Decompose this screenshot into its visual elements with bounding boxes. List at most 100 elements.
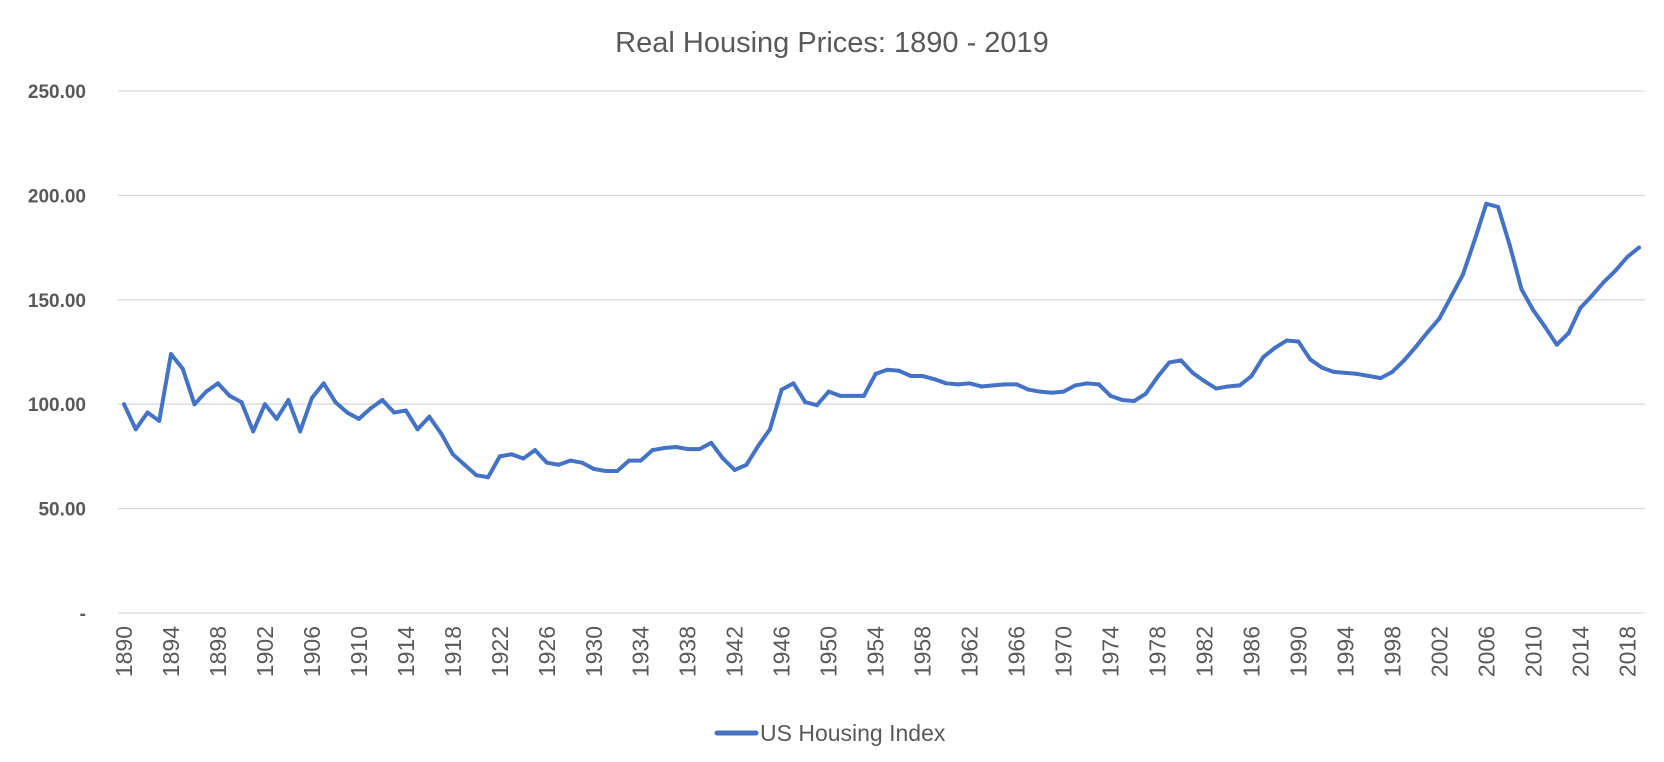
x-tick-label: 1922 xyxy=(487,626,513,677)
x-tick-label: 1950 xyxy=(816,626,842,677)
data-point xyxy=(168,352,173,357)
data-point xyxy=(850,393,855,398)
data-point xyxy=(1073,383,1078,388)
data-point xyxy=(192,402,197,407)
data-point xyxy=(1437,316,1442,321)
data-point xyxy=(685,447,690,452)
data-point xyxy=(1026,387,1031,392)
data-point xyxy=(885,367,890,372)
data-point xyxy=(568,458,573,463)
data-point xyxy=(251,429,256,434)
data-point xyxy=(1167,360,1172,365)
data-point xyxy=(697,447,702,452)
data-point xyxy=(838,393,843,398)
x-tick-label: 1946 xyxy=(769,626,795,677)
data-point xyxy=(779,387,784,392)
data-point xyxy=(1143,391,1148,396)
data-point xyxy=(486,475,491,480)
data-point xyxy=(274,416,279,421)
x-tick-label: 1958 xyxy=(910,626,936,677)
data-point xyxy=(1331,369,1336,374)
x-tick-label: 1906 xyxy=(299,626,325,677)
data-point xyxy=(298,429,303,434)
y-tick-label: 150.00 xyxy=(28,291,86,312)
x-tick-label: 1902 xyxy=(252,626,278,677)
data-point xyxy=(1601,280,1606,285)
data-point xyxy=(145,410,150,415)
data-point xyxy=(227,393,232,398)
x-tick-label: 1994 xyxy=(1332,626,1358,677)
data-point xyxy=(544,460,549,465)
data-point xyxy=(1214,386,1219,391)
x-tick-label: 1974 xyxy=(1098,626,1124,677)
x-tick-label: 1938 xyxy=(675,626,701,677)
data-point xyxy=(767,427,772,432)
data-point xyxy=(1096,382,1101,387)
data-point xyxy=(826,389,831,394)
x-tick-label: 1986 xyxy=(1238,626,1264,677)
data-point xyxy=(908,374,913,379)
x-tick-label: 1890 xyxy=(111,626,137,677)
data-point xyxy=(1155,375,1160,380)
y-tick-label: 250.00 xyxy=(28,82,86,103)
x-tick-label: 1926 xyxy=(534,626,560,677)
x-tick-label: 1998 xyxy=(1379,626,1405,677)
data-point xyxy=(215,381,220,386)
legend: US Housing Index xyxy=(714,720,946,746)
data-point xyxy=(474,473,479,478)
data-point xyxy=(1284,338,1289,343)
x-tick-label: 1962 xyxy=(957,626,983,677)
data-point xyxy=(1132,399,1136,404)
data-point xyxy=(744,462,749,467)
x-tick-label: 1918 xyxy=(440,626,466,677)
x-tick-label: 1982 xyxy=(1191,626,1217,677)
data-point xyxy=(1178,358,1183,363)
data-point xyxy=(1590,293,1595,298)
data-point xyxy=(1319,365,1324,370)
data-point xyxy=(533,448,538,453)
legend-label: US Housing Index xyxy=(760,720,946,746)
data-point xyxy=(1249,374,1254,379)
data-point xyxy=(1507,243,1512,248)
series-line-0 xyxy=(122,201,1641,480)
data-point xyxy=(309,395,314,400)
data-point xyxy=(944,381,949,386)
x-tick-label: 2002 xyxy=(1426,626,1452,677)
x-tick-label: 1934 xyxy=(628,626,654,677)
data-point xyxy=(1543,324,1548,329)
data-point xyxy=(1061,389,1066,394)
data-point xyxy=(497,454,502,459)
data-point xyxy=(321,381,326,386)
data-point xyxy=(521,456,526,461)
x-tick-label: 1910 xyxy=(346,626,372,677)
data-point xyxy=(1613,268,1618,273)
data-point xyxy=(1413,344,1418,349)
data-point xyxy=(615,469,620,474)
data-point xyxy=(1272,345,1277,350)
data-point xyxy=(1496,204,1501,209)
x-tick-label: 1894 xyxy=(158,626,184,677)
data-point xyxy=(1625,255,1630,259)
x-tick-label: 1954 xyxy=(863,626,889,677)
data-point xyxy=(403,408,408,413)
data-point xyxy=(1637,245,1641,250)
x-tick-label: 2010 xyxy=(1520,626,1546,677)
data-point xyxy=(1308,357,1313,362)
data-point xyxy=(556,462,561,467)
data-point xyxy=(439,431,444,436)
data-point xyxy=(380,398,385,403)
data-point xyxy=(1531,308,1536,313)
x-tick-label: 2006 xyxy=(1473,626,1499,677)
data-point xyxy=(861,393,866,398)
data-point xyxy=(1472,238,1477,243)
data-point xyxy=(920,374,925,379)
data-point xyxy=(1484,201,1489,206)
data-point xyxy=(368,406,373,411)
data-point xyxy=(1085,381,1090,386)
x-tick-label: 1942 xyxy=(722,626,748,677)
data-point xyxy=(1225,384,1230,389)
gridlines xyxy=(118,90,1645,614)
data-point xyxy=(791,381,796,386)
data-point xyxy=(1554,342,1559,347)
data-point xyxy=(1425,330,1430,335)
